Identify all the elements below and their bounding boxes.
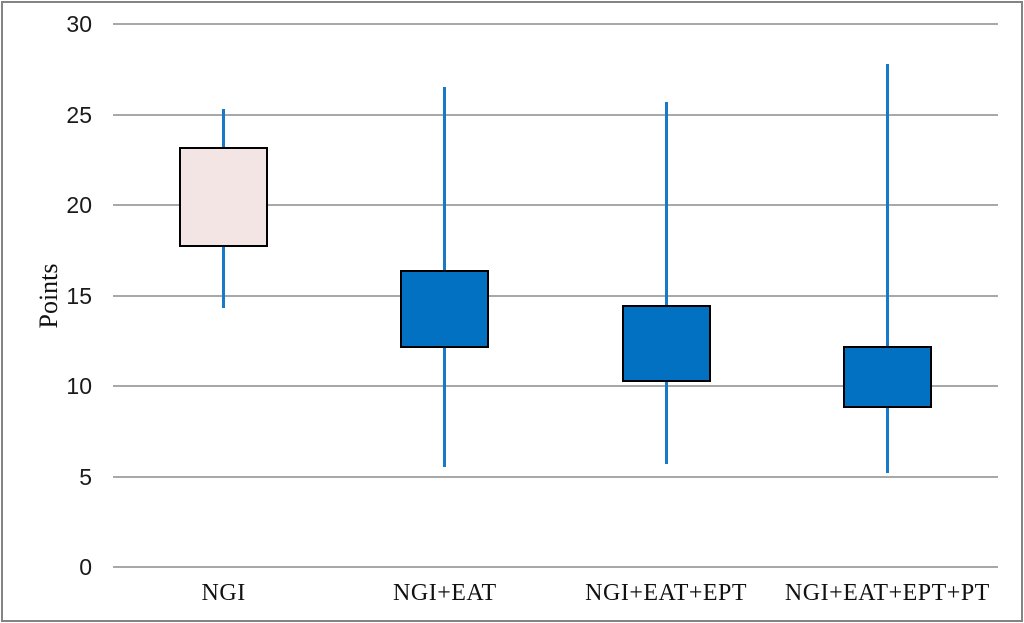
- box-ngi-eat: [400, 270, 490, 348]
- y-tick-label: 0: [79, 554, 92, 580]
- y-tick-label: 5: [79, 463, 92, 490]
- y-tick-label: 20: [66, 192, 92, 218]
- x-axis-label: NGI+EAT+EPT+PT: [784, 580, 990, 606]
- gridline: [113, 113, 998, 116]
- y-tick-label: 30: [66, 11, 92, 37]
- x-axis-label: NGI+EAT+EPT: [585, 580, 748, 606]
- x-axis-label: NGI+EAT: [393, 580, 497, 606]
- gridline: [113, 23, 998, 25]
- x-axis-label: NGI: [201, 580, 246, 606]
- y-tick-label: 10: [66, 373, 92, 399]
- gridline: [113, 475, 998, 478]
- box-ngi: [179, 147, 269, 247]
- gridline: [113, 294, 998, 297]
- gridline: [113, 385, 998, 387]
- box-ngi-eat-ept: [621, 304, 711, 383]
- y-tick-label: 25: [66, 101, 92, 128]
- whisker-line: [664, 101, 668, 464]
- gridline: [113, 566, 998, 568]
- plot-area: [113, 23, 998, 568]
- gridline: [113, 204, 998, 206]
- box-ngi-eat-ept-pt: [842, 346, 932, 408]
- whisker-line: [885, 63, 889, 473]
- y-tick-label: 15: [66, 282, 92, 309]
